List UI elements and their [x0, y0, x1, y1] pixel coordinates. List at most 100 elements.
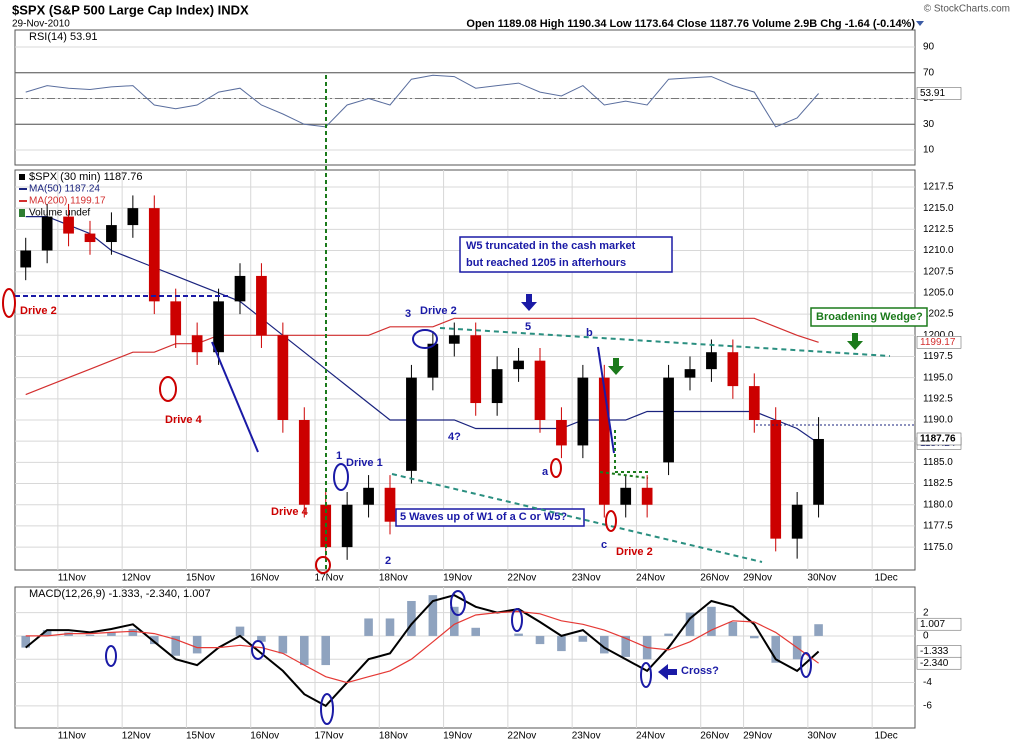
histogram-bar: [364, 618, 373, 636]
histogram-bar: [578, 635, 588, 642]
y-tick-label: 1202.5: [923, 309, 954, 320]
rsi-line: [25, 74, 819, 128]
value-tag: [916, 336, 962, 349]
histogram-bar: [535, 635, 545, 645]
y-tick-label: 1197.5: [923, 351, 953, 362]
x-tick-label: 11Nov: [58, 573, 86, 584]
candle-body: [491, 369, 503, 404]
circle: [251, 640, 265, 660]
histogram-bar: [192, 635, 202, 654]
x-tick-label: 18Nov: [379, 573, 408, 584]
value-tag-label: 1199.17: [920, 337, 956, 348]
histogram-bar: [300, 635, 309, 666]
annotation: 1: [336, 450, 342, 462]
histogram-bar: [278, 635, 288, 654]
candle-body: [148, 208, 160, 302]
legend-label: MA(50) 1187.24: [29, 184, 100, 195]
plot-layer: 1030507090RSI(14) 53.9153.911175.01177.5…: [15, 31, 962, 742]
value-tag-label: -2.340: [920, 658, 949, 669]
x-tick-label: 24Nov: [636, 573, 665, 584]
dropdown-arrow[interactable]: [916, 21, 924, 26]
candle-body: [663, 377, 674, 463]
panel-title: RSI(14) 53.91: [29, 31, 97, 43]
value-tag: [916, 87, 962, 100]
x-tick-label: 1Dec: [874, 573, 897, 584]
circle: [159, 376, 177, 402]
y-tick-label: 2: [923, 607, 929, 618]
circle: [333, 463, 349, 491]
note-box: [395, 508, 585, 527]
annotation: 4?: [448, 431, 461, 443]
candle-body: [813, 438, 824, 505]
histogram-bar: [150, 635, 159, 645]
annotation: b: [586, 327, 593, 339]
circle: [800, 652, 812, 678]
credit: © StockCharts.com: [924, 4, 1010, 15]
circle: [412, 329, 438, 349]
quote: Open 1189.08 High 1190.34 Low 1173.64 Cl…: [466, 18, 915, 30]
histogram-bar: [557, 635, 566, 652]
y-tick-label: 1205.0: [923, 288, 954, 299]
candle-body: [298, 420, 310, 505]
x-tick-label: 24Nov: [636, 731, 665, 742]
y-tick-label: -6: [923, 701, 932, 712]
x-tick-label: 30Nov: [807, 731, 836, 742]
candle-body: [620, 487, 632, 505]
histogram-bar: [21, 635, 30, 648]
x-tick-label: 15Nov: [186, 731, 215, 742]
value-tag-label: 1.007: [920, 619, 945, 630]
y-tick-label: 1175.0: [923, 542, 953, 553]
value-tag-label: 1187.76: [920, 434, 956, 445]
symbol: $SPX (S&P 500 Large Cap Index) INDX: [12, 2, 249, 17]
value-tag: [916, 656, 962, 670]
x-tick-label: 29Nov: [743, 731, 772, 742]
circle: [105, 645, 117, 667]
histogram-bar: [107, 632, 116, 636]
x-tick-label: 16Nov: [250, 573, 279, 584]
annotation: c: [601, 539, 607, 551]
candle-body: [406, 377, 417, 471]
y-tick-label: 1192.5: [923, 393, 953, 404]
x-tick-label: 18Nov: [379, 731, 408, 742]
note-box: [459, 236, 673, 273]
x-tick-label: 17Nov: [315, 731, 344, 742]
y-tick-label: 1190.0: [923, 415, 953, 426]
candle-body: [706, 352, 717, 370]
y-tick-label: 10: [923, 145, 935, 156]
x-tick-label: 30Nov: [807, 573, 836, 584]
y-tick-label: 1180.0: [923, 499, 953, 510]
x-tick-label: 17Nov: [315, 573, 344, 584]
moving-average: [25, 317, 819, 396]
panels: [14, 29, 916, 729]
histogram-bar: [728, 621, 738, 636]
histogram-bar: [235, 626, 245, 636]
trend-line: [211, 341, 259, 453]
candle-body: [84, 233, 96, 243]
annotation: Drive 2: [20, 305, 57, 317]
circle: [511, 608, 523, 632]
y-tick-label: 1217.5: [923, 182, 954, 193]
histogram-bar: [407, 600, 416, 636]
annotation: but reached 1205 in afterhours: [466, 257, 626, 269]
y-tick-label: 90: [923, 42, 935, 53]
candle-body: [727, 352, 739, 387]
legend-label: MA(200) 1199.17: [29, 196, 106, 207]
annotation: 5: [525, 321, 531, 333]
histogram-bar: [171, 635, 180, 656]
arrow: [847, 333, 863, 350]
histogram-bar: [685, 612, 695, 636]
candle-body: [213, 301, 224, 353]
x-tick-label: 26Nov: [700, 573, 729, 584]
circle: [640, 662, 652, 688]
x-tick-label: 16Nov: [250, 731, 279, 742]
candle-body: [556, 420, 567, 446]
y-tick-label: 1210.0: [923, 245, 954, 256]
date: 29-Nov-2010: [12, 19, 70, 30]
annotation: Drive 2: [420, 305, 457, 317]
histogram-bar: [385, 618, 395, 636]
y-tick-label: 1195.0: [923, 372, 953, 383]
annotation: W5 truncated in the cash market: [466, 240, 636, 252]
y-tick-label: 0: [923, 631, 929, 642]
annotation: 3: [405, 308, 411, 320]
